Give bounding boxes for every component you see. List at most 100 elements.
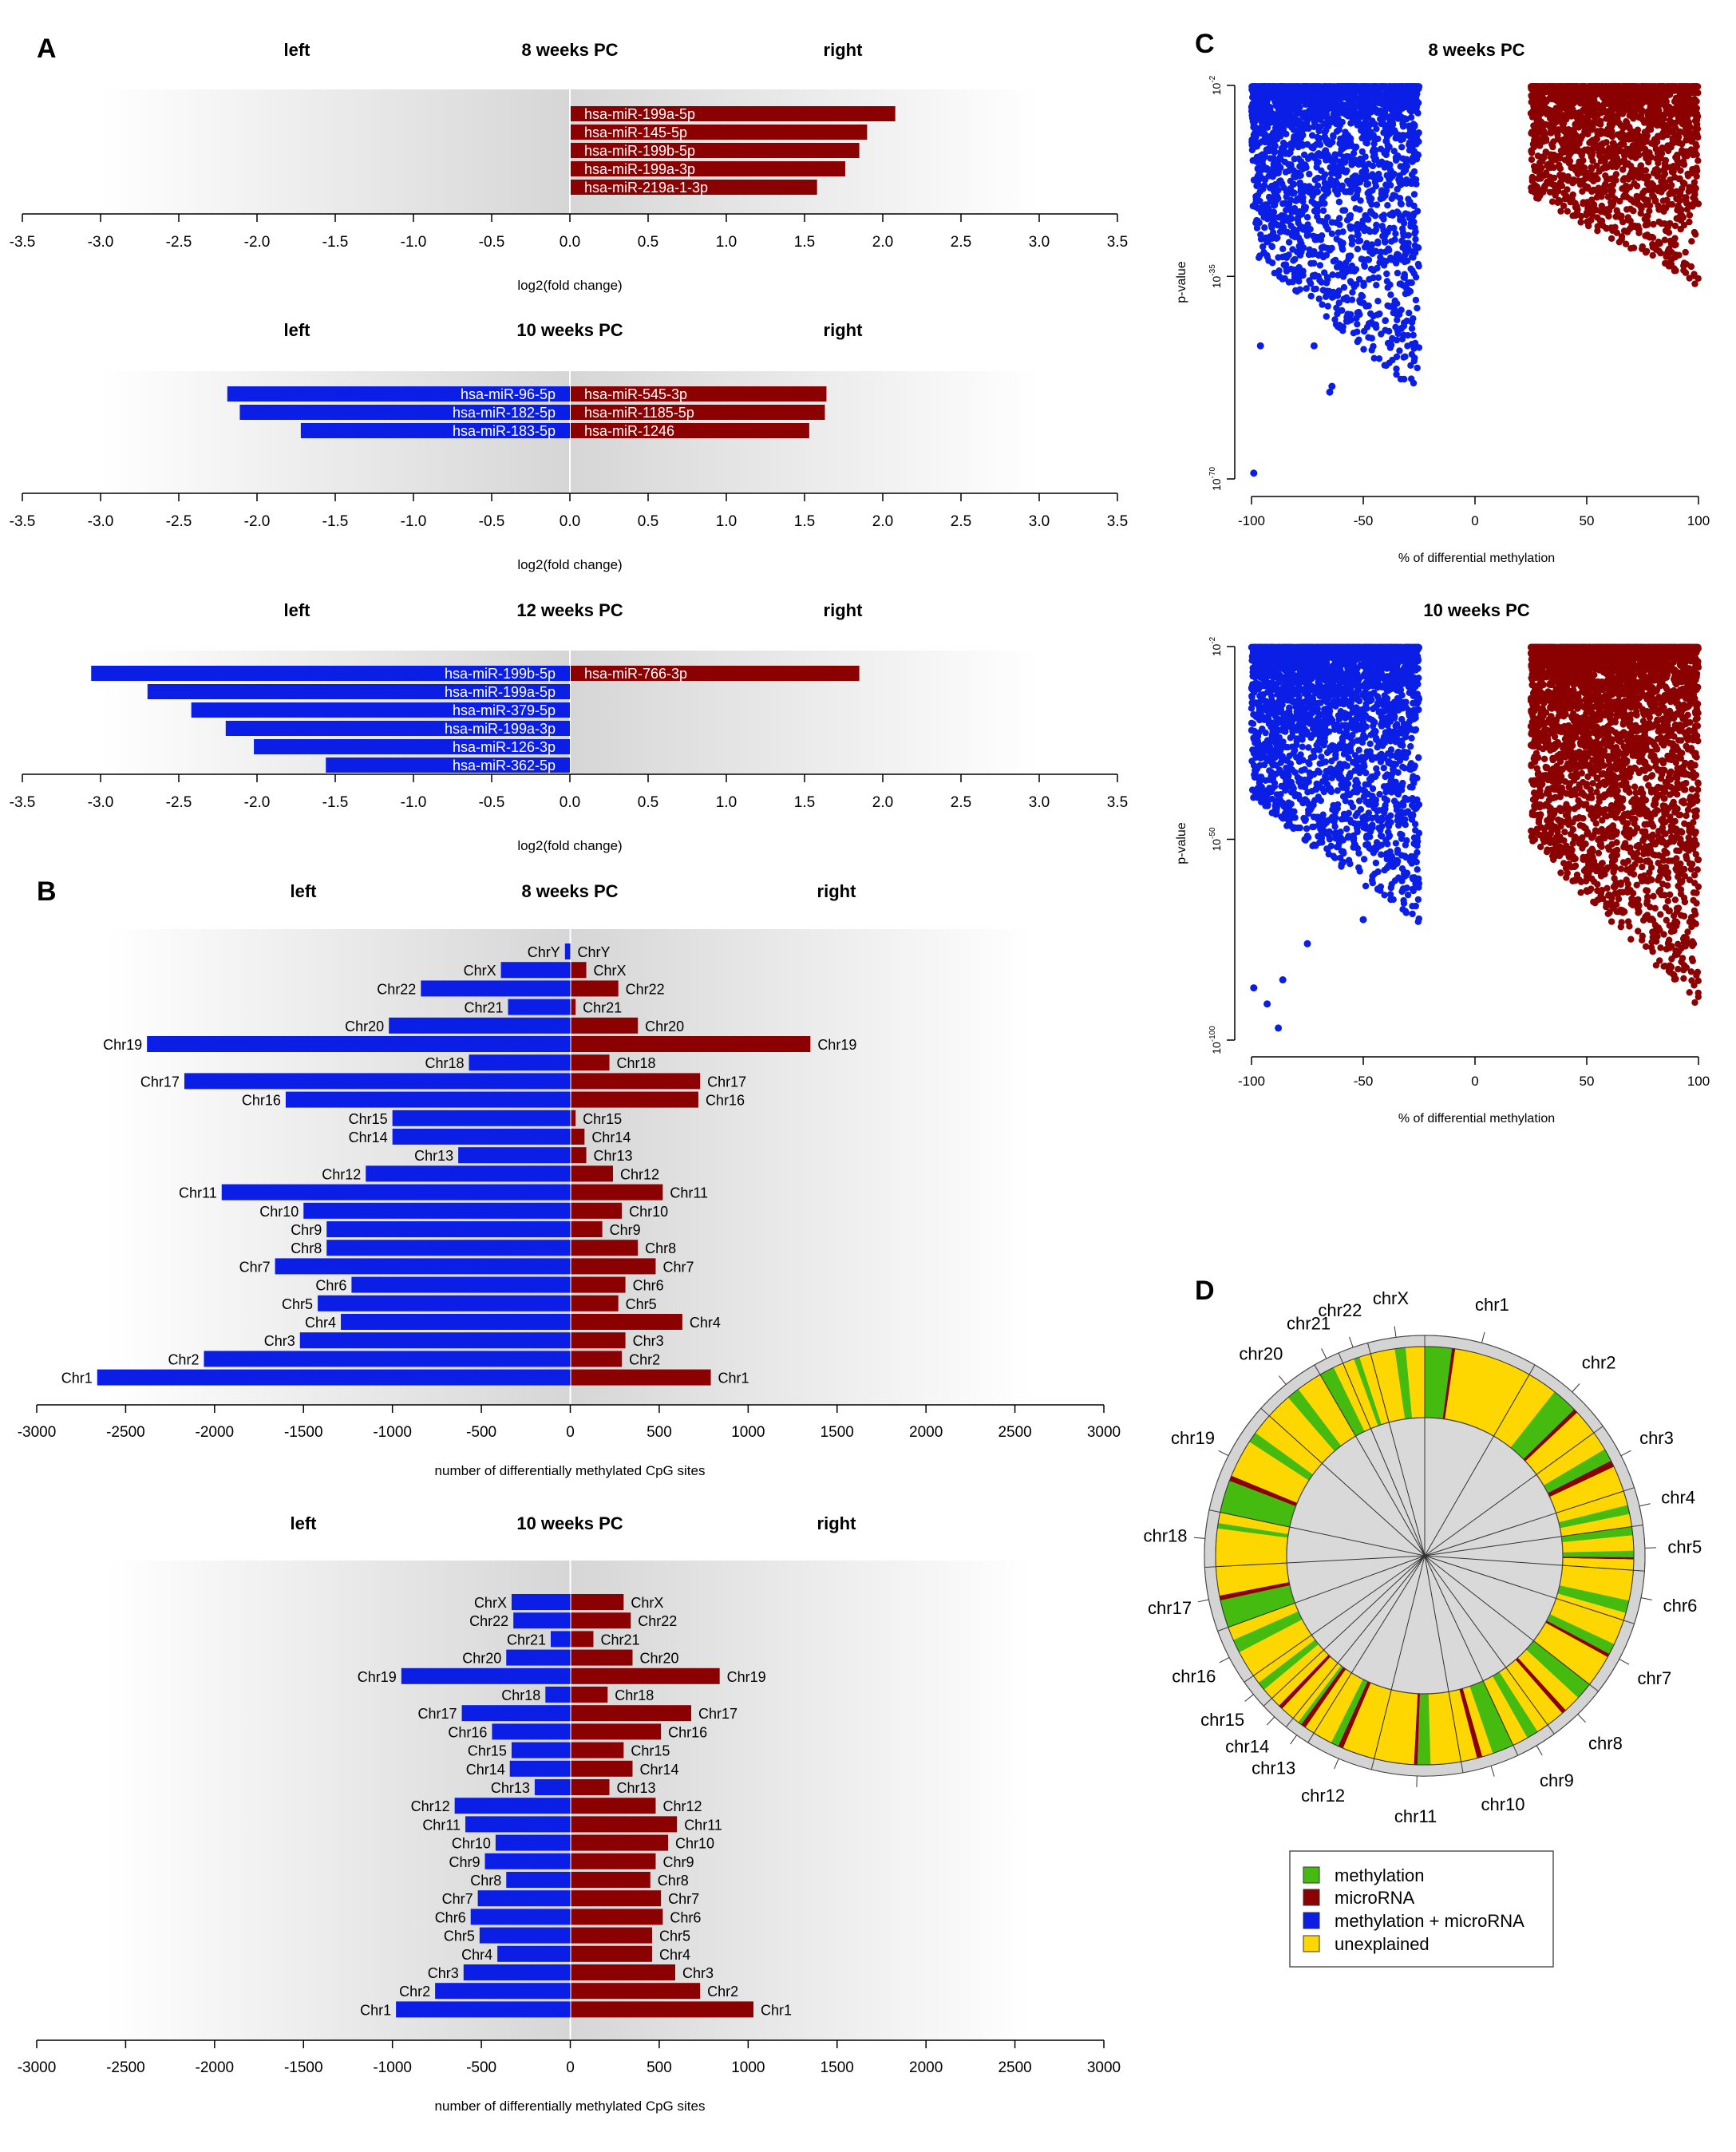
point-hypomethylated: [1361, 125, 1369, 133]
point-hypomethylated: [1398, 335, 1406, 342]
point-hypomethylated: [1273, 235, 1280, 242]
point-hypomethylated: [1269, 229, 1277, 236]
point-hypomethylated: [1390, 256, 1397, 263]
point-hypermethylated: [1532, 110, 1540, 117]
point-hypomethylated: [1374, 298, 1382, 305]
x-axis-title: number of differentially methylated CpG …: [435, 2099, 706, 2114]
point-hypermethylated: [1667, 176, 1674, 184]
point-hypomethylated: [1361, 164, 1369, 172]
x-axis-title: % of differential methylation: [1398, 552, 1555, 565]
x-tick-label: 3000: [1087, 1424, 1121, 1441]
point-hypomethylated: [1262, 165, 1269, 173]
cpg-bar-label-right: Chr14: [639, 1762, 678, 1778]
cpg-bar-hypo: [509, 1760, 571, 1777]
cpg-bar-label-left: Chr21: [464, 1000, 503, 1016]
cpg-bar-hyper: [571, 1276, 626, 1293]
cpg-bar-hypo: [351, 1276, 571, 1293]
cpg-bar-hypo: [389, 1017, 571, 1034]
point-hypomethylated: [1255, 181, 1262, 188]
point-hypermethylated: [1692, 231, 1699, 238]
point-hypomethylated: [1321, 129, 1329, 136]
cpg-bar-label-right: Chr17: [698, 1706, 738, 1722]
point-hypermethylated: [1693, 172, 1700, 180]
point-hypomethylated: [1339, 239, 1346, 247]
cpg-bar-hyper: [571, 1742, 624, 1758]
point-hypomethylated: [1368, 200, 1375, 208]
point-hypomethylated: [1396, 311, 1403, 318]
mirna-bar-down: [147, 684, 571, 699]
point-hypomethylated: [1271, 269, 1279, 277]
cpg-bar-label-left: Chr17: [418, 1706, 457, 1722]
cpg-bar-hypo: [392, 1129, 571, 1145]
point-hypomethylated: [1349, 289, 1356, 296]
point-hypomethylated: [1279, 105, 1286, 113]
point-hypomethylated: [1259, 83, 1266, 90]
point-hypomethylated: [1297, 188, 1304, 196]
cpg-bar-hyper: [571, 1945, 653, 1962]
cpg-bar-hypo: [534, 1779, 571, 1795]
cpg-bar-label-left: Chr4: [305, 1315, 336, 1331]
point-hypermethylated: [1529, 99, 1536, 106]
point-hypomethylated: [1339, 327, 1346, 334]
point-hypomethylated: [1319, 301, 1326, 308]
x-tick-label: 0.0: [560, 234, 580, 251]
point-hypomethylated: [1283, 193, 1290, 200]
point-hypermethylated: [1635, 113, 1643, 121]
point-hypomethylated: [1360, 282, 1367, 289]
point-hypermethylated: [1611, 196, 1619, 203]
point-hypermethylated: [1666, 248, 1673, 255]
x-tick-label: 2.0: [872, 794, 893, 811]
point-hypermethylated: [1547, 175, 1555, 182]
cpg-bar-hyper: [571, 1017, 639, 1034]
cpg-bar-hyper: [571, 1983, 701, 2000]
chart-title: 10 weeks PC: [516, 1513, 623, 1533]
point-hypermethylated: [1651, 112, 1658, 119]
point-hypermethylated: [1694, 167, 1701, 174]
cpg-bar-label-left: ChrY: [528, 944, 560, 960]
point-hypomethylated: [1363, 323, 1371, 330]
x-tick-label: 2500: [998, 2059, 1031, 2076]
point-hypomethylated: [1265, 147, 1273, 155]
point-hypomethylated: [1402, 210, 1410, 217]
cpg-bar-label-left: Chr19: [358, 1669, 397, 1685]
point-hypomethylated: [1306, 170, 1313, 178]
mirna-bar-up: [571, 405, 825, 420]
cpg-bar-hypo: [506, 1649, 571, 1666]
point-hypomethylated: [1386, 247, 1393, 254]
point-hypomethylated: [1375, 170, 1382, 178]
point-hypermethylated: [1539, 157, 1546, 165]
point-hypomethylated: [1295, 214, 1302, 221]
point-hypermethylated: [1602, 172, 1609, 180]
right-label: right: [824, 40, 864, 60]
cpg-bar-hyper: [571, 1332, 626, 1349]
point-hypomethylated: [1334, 83, 1342, 90]
point-hypomethylated: [1415, 263, 1422, 270]
cpg-bar-label-right: Chr16: [706, 1093, 745, 1109]
point-hypomethylated: [1388, 94, 1396, 102]
cpg-bar-label-right: Chr13: [617, 1780, 656, 1796]
point-hypermethylated: [1627, 245, 1635, 252]
point-hypomethylated: [1410, 331, 1417, 339]
cpg-bar-label-left: Chr12: [322, 1166, 361, 1182]
point-hypermethylated: [1572, 147, 1579, 154]
point-hypermethylated: [1561, 156, 1569, 164]
point-hypomethylated: [1320, 193, 1327, 200]
x-tick-label: 1500: [821, 2059, 854, 2076]
point-hypomethylated: [1295, 265, 1303, 272]
point-hypomethylated: [1355, 336, 1362, 343]
point-hypomethylated: [1394, 208, 1401, 216]
point-hypermethylated: [1643, 180, 1651, 188]
point-hypermethylated: [1545, 163, 1552, 171]
point-hypomethylated: [1260, 214, 1267, 221]
mirna-bar-label: hsa-miR-199a-5p: [584, 106, 695, 122]
point-hypomethylated: [1394, 93, 1402, 100]
point-hypermethylated: [1623, 206, 1631, 213]
point-hypomethylated: [1360, 109, 1368, 116]
mirna-bar-label: hsa-miR-219a-1-3p: [584, 180, 708, 196]
cpg-bar-label-left: Chr2: [168, 1351, 199, 1367]
point-hypermethylated: [1628, 168, 1635, 175]
point-hypomethylated: [1287, 161, 1295, 168]
point-hypermethylated: [1675, 115, 1683, 122]
